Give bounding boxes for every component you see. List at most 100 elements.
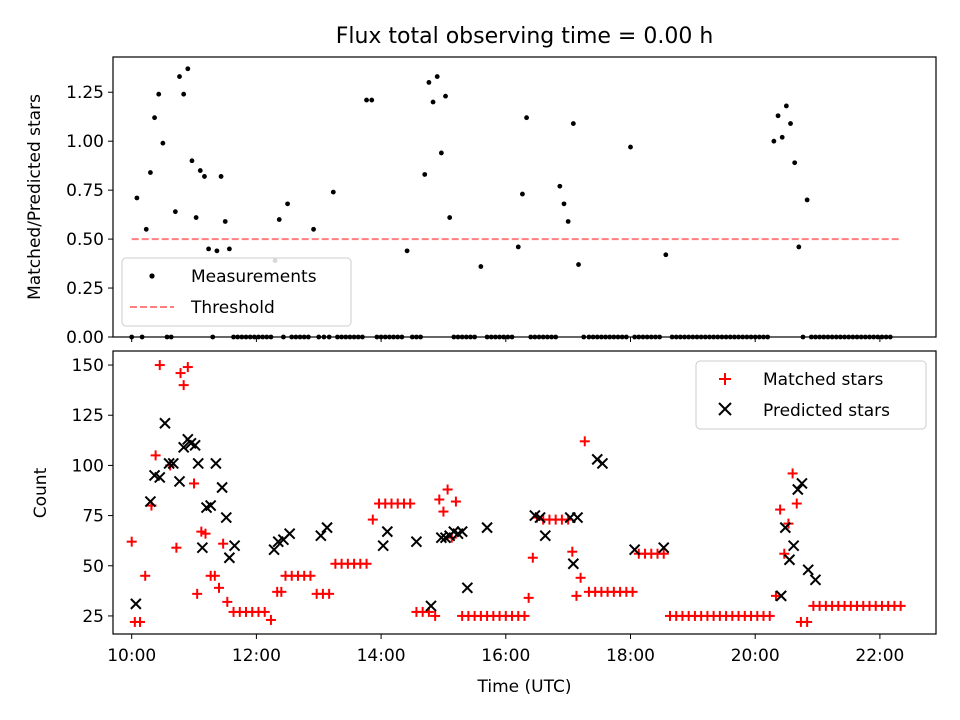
measurement-point xyxy=(281,334,286,340)
measurement-point xyxy=(509,334,515,340)
measurement-point xyxy=(156,91,162,97)
measurement-point xyxy=(682,334,687,340)
measurement-point xyxy=(339,334,345,340)
measurement-point xyxy=(775,113,781,119)
measurement-point xyxy=(792,160,798,166)
predicted-star-stroke-b xyxy=(283,527,296,540)
predicted-star-point xyxy=(425,600,437,612)
measurement-point xyxy=(557,183,563,189)
predicted-star-stroke-b xyxy=(321,521,333,534)
matched-star-point xyxy=(571,590,582,601)
predicted-star-stroke-b xyxy=(792,483,804,496)
predicted-star-point xyxy=(268,543,280,556)
measurement-point xyxy=(305,334,311,340)
measurement-point xyxy=(623,334,629,340)
predicted-star-stroke-b xyxy=(381,525,394,538)
matched-star-point xyxy=(324,588,335,599)
measurement-point xyxy=(727,334,733,340)
predicted-star-stroke-b xyxy=(435,531,448,544)
legend-predicted-label: Predicted stars xyxy=(763,401,890,421)
bottom-x-tick-label: 12:00 xyxy=(232,646,281,666)
legend-matched-label: Matched stars xyxy=(763,370,883,390)
measurement-point xyxy=(447,215,453,220)
predicted-star-stroke-b xyxy=(448,525,460,538)
measurement-point xyxy=(168,334,174,340)
predicted-star-stroke-b xyxy=(204,499,217,512)
predicted-star-point xyxy=(216,481,228,494)
matched-star-point xyxy=(361,558,372,569)
measurement-point xyxy=(468,334,473,340)
bottom-panel: Count Time (UTC) 25 50 75 100 125 150 10:00 12… xyxy=(31,350,937,697)
predicted-star-stroke-b xyxy=(787,539,800,552)
matched-star-point xyxy=(442,484,453,495)
bottom-legend-box xyxy=(695,360,927,430)
predicted-star-stroke-b xyxy=(144,495,157,508)
predicted-star-stroke-b xyxy=(567,558,580,570)
measurement-point xyxy=(576,262,581,267)
measurement-point xyxy=(540,334,546,340)
predicted-star-point xyxy=(315,529,327,542)
matched-star-point xyxy=(523,592,534,603)
matched-star-point xyxy=(154,360,165,371)
predicted-star-point xyxy=(410,535,423,548)
measurement-point xyxy=(590,334,596,340)
measurement-point xyxy=(603,334,608,340)
predicted-star-stroke-b xyxy=(315,529,327,542)
predicted-star-point xyxy=(456,525,468,538)
measurement-point xyxy=(430,99,436,105)
predicted-star-stroke-b xyxy=(628,543,641,556)
measurement-point xyxy=(251,334,257,340)
measurement-point xyxy=(235,334,241,340)
measurement-point xyxy=(378,334,384,340)
measurement-point xyxy=(438,150,444,156)
measurement-point xyxy=(206,246,212,252)
matched-star-point xyxy=(775,504,786,515)
top-y-tick-label: 0.25 xyxy=(66,279,104,299)
predicted-star-point xyxy=(377,539,389,552)
measurement-point xyxy=(867,334,872,340)
measurement-point xyxy=(301,334,307,340)
measurement-point xyxy=(653,334,658,340)
measurement-point xyxy=(879,334,885,340)
measurement-point xyxy=(488,334,494,340)
predicted-star-point xyxy=(539,529,551,542)
measurement-point xyxy=(172,209,178,215)
matched-star-point xyxy=(178,380,189,391)
matched-star-point xyxy=(567,546,578,557)
measurement-point xyxy=(611,334,617,340)
predicted-star-stroke-b xyxy=(534,511,546,524)
legend-measurements-label: Measurements xyxy=(191,267,317,287)
measurement-point xyxy=(858,334,864,340)
measurement-point xyxy=(243,334,249,340)
matched-star-point xyxy=(276,586,287,597)
measurement-point xyxy=(862,334,868,340)
measurement-point xyxy=(409,334,415,340)
measurement-point xyxy=(210,334,216,340)
predicted-star-stroke-b xyxy=(410,535,423,548)
measurement-point xyxy=(783,103,789,109)
measurement-point xyxy=(883,334,889,340)
measurement-point xyxy=(598,334,604,340)
predicted-star-stroke-b xyxy=(210,457,222,470)
measurement-point xyxy=(343,334,349,340)
predicted-star-stroke-b xyxy=(802,564,814,576)
measurement-point xyxy=(459,334,465,340)
legend-measurements-marker xyxy=(149,273,155,279)
measurement-point xyxy=(193,215,199,220)
measurement-point xyxy=(268,334,274,340)
measurement-point xyxy=(628,144,633,150)
measurement-point xyxy=(399,334,405,340)
legend-predicted-marker xyxy=(718,402,732,416)
bottom-y-tick-label: 150 xyxy=(72,356,104,376)
predicted-star-stroke-b xyxy=(377,539,389,552)
measurement-point xyxy=(501,334,507,340)
bottom-x-tick-label: 22:00 xyxy=(855,646,904,666)
predicted-star-stroke-b xyxy=(456,525,468,538)
measurement-point xyxy=(493,334,498,340)
bottom-y-axis-label: Count xyxy=(31,467,51,518)
measurement-point xyxy=(619,334,625,340)
measurement-point xyxy=(351,334,357,340)
measurement-point xyxy=(640,334,646,340)
measurement-point xyxy=(544,334,550,340)
